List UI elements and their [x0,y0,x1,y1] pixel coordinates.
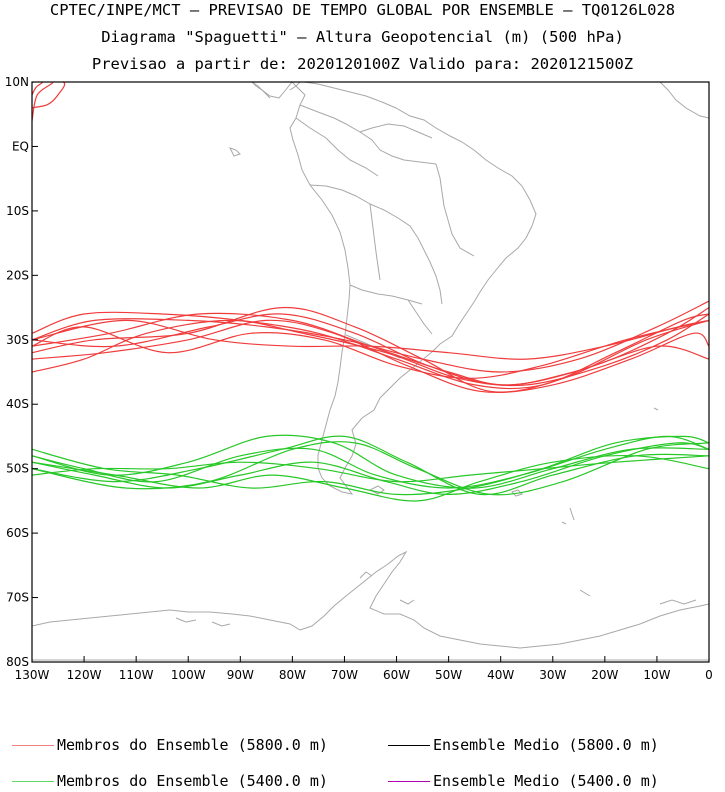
country-borders [295,104,475,359]
lon-tick-label-2: 120W [67,668,102,682]
south-america-coastline [251,82,537,495]
contour-5400-member-3 [32,435,709,496]
lon-tick-label-11: 30W [539,668,566,682]
lat-tick-label-4: 20S [6,268,29,282]
legend-label-members-5400: Membros do Ensemble (5400.0 m) [57,772,328,790]
contour-5800-closed-contour-3 [32,82,44,96]
lat-tick-label-2: EQ [12,139,29,153]
contour-5800-member-3 [32,311,709,390]
legend-swatch-members-5400 [12,780,54,782]
title-line-1: CPTEC/INPE/MCT — PREVISAO DE TEMPO GLOBA… [49,1,676,19]
lat-tick-label-10: 80S [6,655,29,669]
contour-5800-closed-contour-1 [32,82,54,121]
contour-5400-member-4 [32,435,709,496]
contours-5800 [32,82,709,394]
coastline-layer [32,82,709,661]
lon-tick-label-8: 60W [383,668,410,682]
longitude-axis: 130W 120W 110W 100W 90W 80W 70W 60W 50W 40W 30W 20W… [15,656,713,682]
lon-tick-label-13: 10W [643,668,670,682]
lon-tick-label-14: 0 [705,668,713,682]
contour-5800-member-4 [32,306,709,393]
lat-tick-label-8: 60S [6,526,29,540]
legend-item-members-5400: Membros do Ensemble (5400.0 m) [12,771,328,791]
lon-tick-label-10: 40W [487,668,514,682]
contours-5400 [32,434,709,502]
lat-tick-label-5: 30S [6,333,29,347]
legend-label-mean-5400: Ensemble Medio (5400.0 m) [433,772,659,790]
contour-5800-member-6 [32,319,709,394]
lon-tick-label-9: 50W [435,668,462,682]
central-america-coastline [251,82,301,99]
lon-tick-label-6: 80W [279,668,306,682]
lon-tick-label-4: 100W [171,668,206,682]
contour-5800-member-8 [32,313,709,386]
lat-tick-label-7: 50S [6,462,29,476]
legend-item-mean-5400: Ensemble Medio (5400.0 m) [388,771,659,791]
lon-tick-label-3: 110W [119,668,154,682]
lat-tick-label-3: 10S [6,204,29,218]
antarctic-islands [175,571,697,627]
lat-tick-label-9: 70S [6,591,29,605]
contour-5400-member-5 [32,455,709,483]
legend-swatch-members-5800 [12,744,54,746]
contour-5400-member-6 [32,441,709,496]
contour-5800-member-9 [32,313,709,387]
contour-5400-member-2 [32,442,709,496]
lat-tick-label-1: 10N [5,75,29,89]
legend-item-members-5800: Membros do Ensemble (5800.0 m) [12,735,328,755]
legend-label-mean-5800: Ensemble Medio (5800.0 m) [433,736,659,754]
title-line-3: Previsao a partir de: 2020120100Z Valido… [91,55,634,73]
contour-5800-closed-contour-2 [32,82,66,109]
contour-5800-member-5 [32,319,709,360]
legend-label-members-5800: Membros do Ensemble (5800.0 m) [57,736,328,754]
africa-coastline [659,82,709,119]
antarctica-coastline [32,550,709,661]
lon-tick-label-1: 130W [15,668,50,682]
contour-5400-member-8 [32,435,709,489]
lon-tick-label-7: 70W [331,668,358,682]
contour-5800-member-1 [32,300,709,373]
title-line-2: Diagrama "Spaguetti" — Altura Geopotenci… [101,28,624,46]
lon-tick-label-12: 20W [591,668,618,682]
small-islands [229,147,659,597]
lon-tick-label-5: 90W [227,668,254,682]
legend-swatch-mean-5400 [388,780,430,782]
legend-item-mean-5800: Ensemble Medio (5800.0 m) [388,735,659,755]
legend-swatch-mean-5800 [388,744,430,746]
lat-tick-label-6: 40S [6,397,29,411]
latitude-axis: 10N EQ 10S 20S 30S 40S 50S 60S 70S 80S [5,75,38,669]
map-frame [31,81,710,663]
